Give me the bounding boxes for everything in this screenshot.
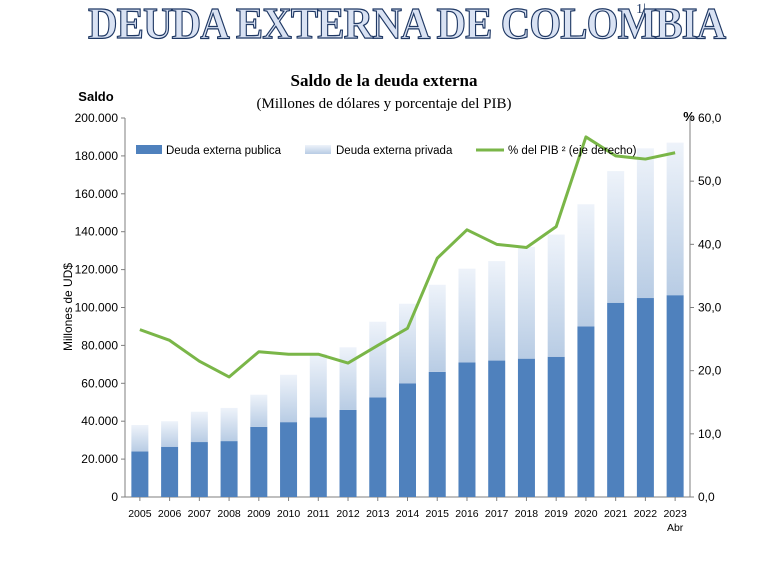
bar-private-2022 [636, 148, 654, 299]
bar-public-2015 [428, 371, 446, 497]
x-tick-label: 2006 [158, 508, 182, 520]
y2-tick-label: 60,0 [698, 111, 722, 125]
line-pib-percent [139, 135, 676, 379]
bar-public-2009 [250, 426, 268, 497]
x-tick-label: 2007 [188, 508, 212, 520]
bar-private-2013 [369, 321, 387, 398]
bar-public-2012 [339, 409, 357, 497]
x-tick-sublabel: Abr [667, 522, 684, 534]
bar-public-2020 [577, 326, 595, 497]
x-tick-label: 2014 [396, 508, 420, 520]
x-tick-label: 2022 [634, 508, 658, 520]
bar-public-2016 [458, 362, 476, 497]
x-tick-label: 2015 [426, 508, 450, 520]
x-tick-label: 2021 [604, 508, 628, 520]
y2-tick-label: 0,0 [698, 490, 715, 504]
y-tick-label: 200.000 [75, 111, 119, 125]
bar-public-2010 [280, 422, 298, 497]
bar-private-2019 [547, 234, 565, 357]
bar-private-2010 [280, 374, 298, 423]
bar-public-2005 [131, 451, 149, 497]
y2-tick-label: 50,0 [698, 174, 722, 188]
bar-public-2019 [547, 356, 565, 497]
bar-public-2014 [399, 383, 416, 497]
legend-swatch-private [305, 145, 331, 154]
bar-private-2014 [399, 303, 416, 384]
x-tick-label: 2013 [366, 508, 390, 520]
x-tick-label: 2016 [455, 508, 479, 520]
y2-tick-label: 40,0 [698, 237, 722, 251]
bar-public-2018 [517, 358, 535, 497]
left-axis-title: Saldo [78, 89, 113, 104]
bar-private-2007 [190, 411, 208, 443]
right-axis-title: % [683, 109, 695, 124]
bar-private-2018 [517, 246, 535, 359]
bar-private-2021 [607, 171, 625, 303]
x-tick-label: 2011 [307, 508, 330, 520]
bar-private-2006 [161, 421, 179, 447]
bar-private-2015 [428, 284, 446, 372]
chart-title: Saldo de la deuda externa [290, 71, 478, 90]
legend-label-private: Deuda externa privada [336, 145, 453, 157]
y-tick-label: 20.000 [81, 452, 118, 466]
y-axis-label: Millones de UD$ [61, 263, 75, 351]
y2-tick-label: 10,0 [698, 427, 722, 441]
y-tick-label: 140.000 [75, 225, 119, 239]
y-tick-label: 180.000 [75, 149, 119, 163]
legend-label-public: Deuda externa publica [166, 145, 282, 157]
x-tick-label: 2019 [545, 508, 569, 520]
bar-private-2023 [666, 142, 684, 296]
y-tick-label: 160.000 [75, 187, 119, 201]
x-tick-label: 2010 [277, 508, 301, 520]
y-tick-label: 80.000 [81, 338, 118, 352]
page-banner: DEUDA EXTERNA DE COLOMBIA 1| [0, 0, 768, 50]
bar-private-2016 [458, 268, 476, 363]
bar-public-2023 [666, 295, 684, 497]
bar-public-2011 [309, 417, 327, 497]
bar-public-2021 [607, 302, 625, 497]
y-tick-label: 100.000 [75, 301, 119, 315]
x-tick-label: 2009 [247, 508, 271, 520]
bar-public-2022 [636, 298, 654, 497]
bar-private-2017 [488, 261, 506, 361]
bar-public-2017 [488, 360, 506, 497]
x-tick-label: 2012 [336, 508, 360, 520]
x-tick-label: 2008 [217, 508, 241, 520]
bar-public-2006 [161, 446, 179, 497]
banner-mark: 1| [636, 2, 646, 17]
y-tick-label: 0 [111, 490, 118, 504]
banner-title: DEUDA EXTERNA DE COLOMBIA [87, 0, 726, 49]
y-tick-label: 40.000 [81, 414, 118, 428]
legend-label-line: % del PIB ² (eje derecho) [508, 145, 637, 157]
chart-subtitle: (Millones de dólares y porcentaje del PI… [257, 96, 512, 112]
y-tick-label: 120.000 [75, 263, 119, 277]
y2-tick-label: 20,0 [698, 364, 722, 378]
legend-swatch-public [136, 145, 162, 154]
y-tick-label: 60.000 [81, 376, 118, 390]
bar-private-2011 [309, 353, 327, 418]
x-tick-label: 2023 [663, 508, 687, 520]
bar-public-2008 [220, 441, 238, 497]
bar-private-2012 [339, 347, 357, 410]
x-tick-label: 2018 [515, 508, 539, 520]
bar-private-2009 [250, 394, 268, 427]
bar-private-2020 [577, 204, 595, 327]
bar-private-2005 [131, 424, 149, 452]
y2-tick-label: 30,0 [698, 301, 722, 315]
x-tick-label: 2017 [485, 508, 509, 520]
x-tick-label: 2005 [128, 508, 152, 520]
bar-public-2007 [190, 442, 208, 497]
bar-public-2013 [369, 397, 387, 497]
bar-private-2008 [220, 407, 238, 442]
x-tick-label: 2020 [574, 508, 598, 520]
